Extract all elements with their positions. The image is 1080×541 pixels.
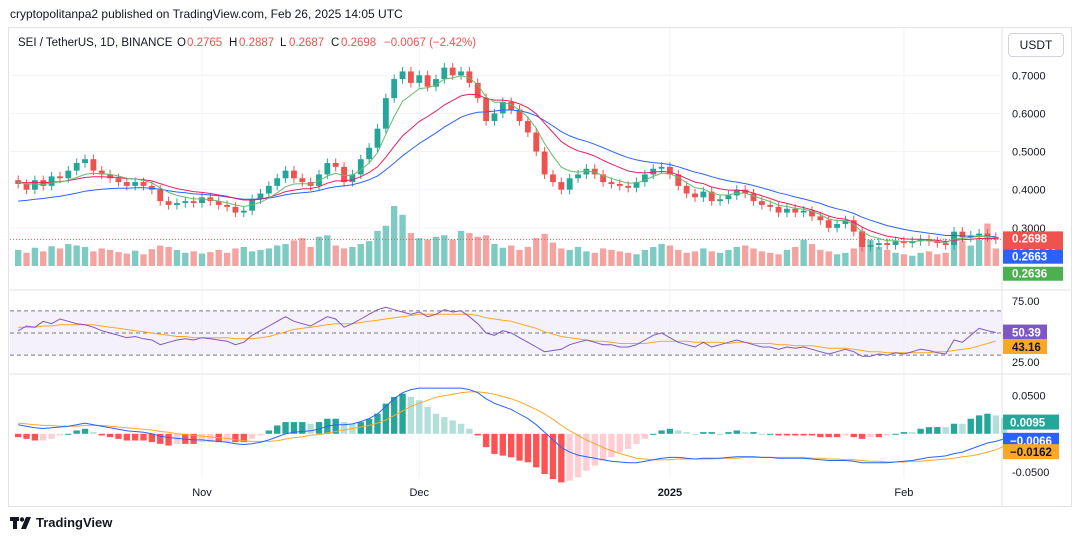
published-line: cryptopolitanpa2 published on TradingVie…: [10, 7, 403, 21]
currency-button[interactable]: USDT: [1008, 33, 1064, 57]
footer: TradingView: [10, 515, 112, 530]
chart-frame: [8, 27, 1072, 507]
footer-brand: TradingView: [36, 515, 113, 530]
tradingview-logo-icon: [10, 516, 31, 529]
